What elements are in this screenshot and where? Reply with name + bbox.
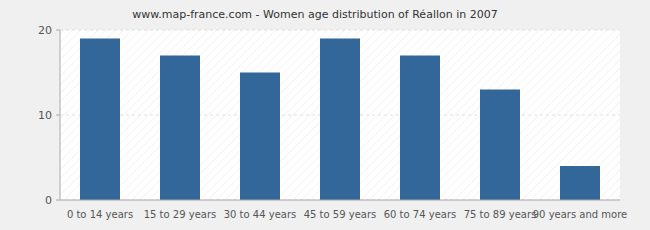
bar: [320, 39, 360, 201]
chart: www.map-france.com - Women age distribut…: [0, 0, 650, 230]
bar: [160, 56, 200, 201]
x-tick-label: 75 to 89 years: [464, 209, 537, 220]
y-tick-label: 20: [38, 24, 52, 37]
grid-line: [60, 30, 620, 31]
y-tick-label: 0: [45, 194, 52, 207]
tick-mark: [56, 115, 60, 116]
y-axis: [60, 30, 61, 200]
x-axis: [60, 200, 620, 201]
tick-mark: [56, 30, 60, 31]
bar: [480, 90, 520, 201]
grid-line: [60, 200, 620, 201]
x-tick-label: 45 to 59 years: [304, 209, 377, 220]
x-tick-label: 0 to 14 years: [67, 209, 133, 220]
title: www.map-france.com - Women age distribut…: [132, 8, 497, 21]
x-tick-label: 30 to 44 years: [224, 209, 297, 220]
y-tick-label: 10: [38, 109, 52, 122]
tick-mark: [56, 200, 60, 201]
x-tick-label: 90 years and more: [533, 209, 628, 220]
bars: [80, 39, 600, 201]
bar: [560, 166, 600, 200]
plot-area: [60, 30, 620, 200]
bar: [240, 73, 280, 201]
bar: [400, 56, 440, 201]
x-tick-label: 60 to 74 years: [384, 209, 457, 220]
x-tick-label: 15 to 29 years: [144, 209, 217, 220]
bar: [80, 39, 120, 201]
